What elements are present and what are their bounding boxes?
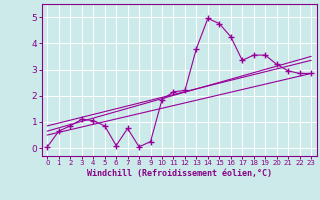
- X-axis label: Windchill (Refroidissement éolien,°C): Windchill (Refroidissement éolien,°C): [87, 169, 272, 178]
